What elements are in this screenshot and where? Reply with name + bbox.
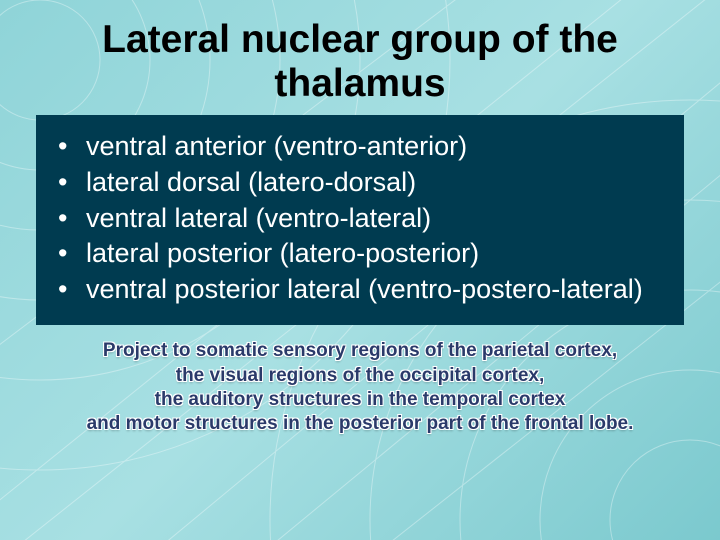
- slide-title: Lateral nuclear group of the thalamus: [34, 18, 686, 105]
- bullet-text: ventral posterior lateral (ventro-poster…: [86, 272, 662, 308]
- bullet-text: ventral anterior (ventro-anterior): [86, 129, 662, 165]
- footer-text: Project to somatic sensory regions of th…: [34, 339, 686, 436]
- list-item: • ventral anterior (ventro-anterior): [58, 129, 662, 165]
- bullet-icon: •: [58, 129, 86, 165]
- footer-line: the visual regions of the occipital cort…: [34, 364, 686, 388]
- footer-line: and motor structures in the posterior pa…: [34, 412, 686, 436]
- bullet-list: • ventral anterior (ventro-anterior) • l…: [58, 129, 662, 307]
- bullet-icon: •: [58, 272, 86, 308]
- footer-line: the auditory structures in the temporal …: [34, 388, 686, 412]
- list-item: • lateral dorsal (latero-dorsal): [58, 165, 662, 201]
- bullet-text: ventral lateral (ventro-lateral): [86, 201, 662, 237]
- bullet-text: lateral posterior (latero-posterior): [86, 236, 662, 272]
- footer-line: Project to somatic sensory regions of th…: [34, 339, 686, 363]
- bullet-icon: •: [58, 236, 86, 272]
- content-box: • ventral anterior (ventro-anterior) • l…: [36, 115, 684, 325]
- list-item: • ventral posterior lateral (ventro-post…: [58, 272, 662, 308]
- list-item: • ventral lateral (ventro-lateral): [58, 201, 662, 237]
- bullet-text: lateral dorsal (latero-dorsal): [86, 165, 662, 201]
- slide: Lateral nuclear group of the thalamus • …: [0, 0, 720, 540]
- bullet-icon: •: [58, 165, 86, 201]
- list-item: • lateral posterior (latero-posterior): [58, 236, 662, 272]
- bullet-icon: •: [58, 201, 86, 237]
